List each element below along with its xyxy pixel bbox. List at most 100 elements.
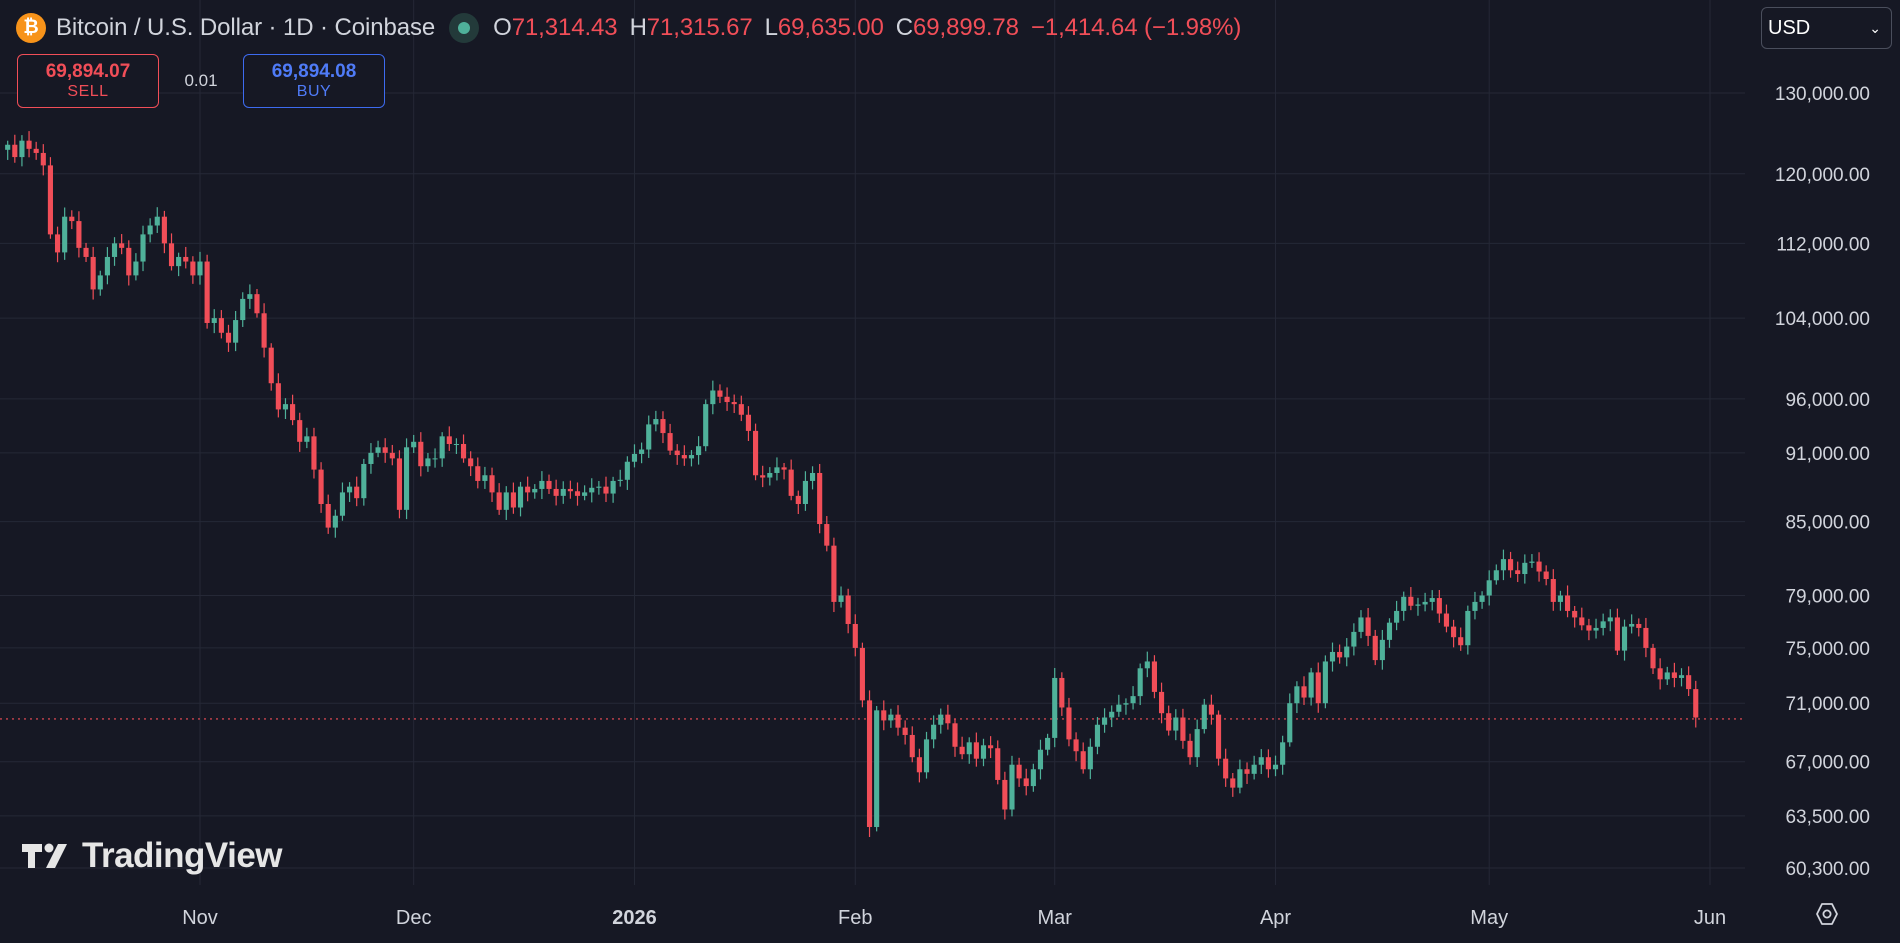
candle (140, 225, 146, 272)
candle-body (1344, 646, 1350, 658)
candle (1650, 643, 1656, 675)
candle-body (888, 714, 894, 721)
candle-body (168, 243, 175, 267)
candle-body (282, 404, 289, 410)
candle-body (1465, 610, 1471, 646)
candle-body (361, 463, 367, 499)
candle-body (1244, 769, 1250, 774)
candle-body (161, 216, 167, 244)
candle (1030, 763, 1036, 792)
candle (318, 462, 324, 513)
candle (261, 303, 267, 358)
candle-body (1365, 617, 1371, 636)
candle (1386, 618, 1393, 648)
candle-body (489, 475, 495, 493)
candle-body (1515, 570, 1521, 575)
candle (938, 708, 944, 734)
candle-body (1301, 686, 1307, 698)
candle-body (1536, 561, 1542, 572)
candle (909, 726, 915, 763)
candle-body (902, 727, 908, 735)
candle-body (33, 148, 39, 153)
candle (90, 246, 96, 300)
buy-button[interactable]: 69,894.08 BUY (243, 54, 385, 108)
symbol-legend: ₿ Bitcoin / U.S. Dollar · 1D · Coinbase … (16, 12, 1241, 44)
candle-body (268, 347, 274, 384)
candle (560, 481, 566, 504)
candle (1493, 564, 1499, 585)
watermark-text: TradingView (82, 836, 283, 875)
candle-body (795, 495, 801, 504)
candle-body (389, 452, 395, 459)
candle (1372, 629, 1378, 666)
candle (1693, 680, 1699, 728)
candle-body (553, 488, 559, 496)
candle-body (482, 475, 488, 481)
candle (69, 210, 75, 230)
candle (1351, 623, 1357, 656)
candle-body (760, 475, 766, 478)
candle (1016, 757, 1022, 787)
candle (639, 442, 645, 464)
candle-body (952, 723, 958, 747)
candle (1415, 597, 1421, 616)
time-axis[interactable]: Nov Dec 2026 Feb Mar Apr May Jun (182, 907, 1726, 929)
candle-body (1458, 637, 1464, 646)
symbol-title[interactable]: Bitcoin / U.S. Dollar · 1D · Coinbase (56, 14, 436, 41)
sell-button[interactable]: 69,894.07 SELL (17, 54, 159, 108)
candle-body (845, 595, 851, 624)
x-tick-label: Jun (1694, 907, 1726, 929)
candle-body (1564, 595, 1571, 611)
x-tick-label: Dec (396, 907, 432, 929)
candle (247, 284, 253, 309)
candle-body (325, 503, 331, 528)
candle-body (1066, 707, 1072, 740)
candle (339, 482, 346, 521)
candle (411, 434, 417, 453)
candle-body (1686, 675, 1692, 690)
sell-label: SELL (67, 83, 109, 100)
candle (1223, 748, 1229, 787)
spread-value: 0.01 (184, 71, 218, 90)
candle (1564, 585, 1571, 618)
tradingview-watermark[interactable]: TradingView (22, 836, 283, 876)
candle-body (54, 234, 61, 253)
candle (852, 614, 858, 657)
candle (389, 444, 395, 466)
candle-body (1294, 686, 1300, 704)
candle-body (1550, 579, 1556, 602)
candle-body (1486, 580, 1492, 596)
candle (161, 210, 167, 254)
candle (1315, 662, 1321, 713)
candle (1080, 742, 1086, 774)
candle-body (696, 446, 702, 456)
candle (332, 509, 338, 538)
candle (1614, 608, 1620, 656)
candle-body (995, 748, 1001, 780)
candle-body (211, 318, 217, 323)
currency-select[interactable]: USD ⌄ (1761, 7, 1892, 49)
settings-gear-icon[interactable] (1812, 899, 1842, 929)
candle-body (859, 647, 865, 701)
price-axis[interactable]: 60,300.00 63,500.00 67,000.00 71,000.00 75,0… (1775, 84, 1870, 880)
candle-body (1308, 672, 1314, 698)
candle (1023, 768, 1029, 796)
candle (1045, 733, 1051, 756)
candle-body (396, 458, 402, 510)
candle-body (980, 745, 987, 759)
candle-body (596, 486, 602, 488)
close-value: 69,899.78 (913, 14, 1019, 41)
candle-body (631, 453, 638, 462)
candle-body (19, 140, 25, 158)
candle-body (1472, 601, 1478, 611)
candle-body (1422, 601, 1428, 605)
market-open-dot-icon[interactable] (449, 13, 480, 43)
candle-body (5, 144, 11, 150)
candle (5, 140, 11, 160)
candle (1636, 618, 1642, 637)
candle-body (881, 710, 887, 721)
bitcoin-icon[interactable]: ₿ (16, 13, 46, 43)
candle-body (1215, 714, 1222, 759)
candle (1379, 629, 1385, 670)
